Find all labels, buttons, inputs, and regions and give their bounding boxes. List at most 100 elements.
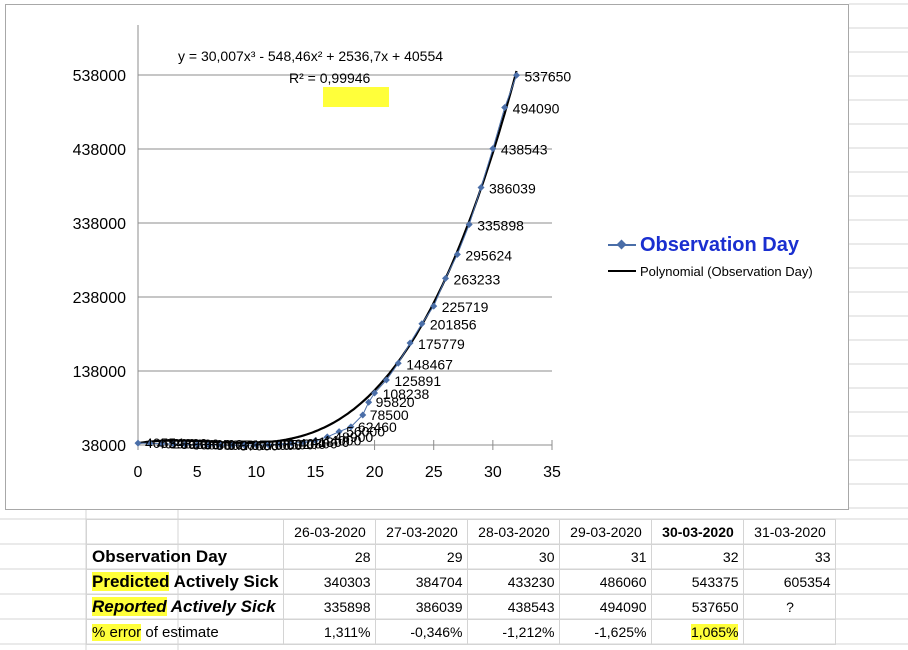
data-label: 40554 bbox=[145, 435, 184, 451]
data-label: 38500 bbox=[275, 437, 314, 453]
legend-entry-polynomial: Polynomial (Observation Day) bbox=[608, 259, 813, 283]
table-cell[interactable]: 537650 bbox=[651, 594, 745, 620]
data-point bbox=[276, 440, 284, 448]
data-point bbox=[382, 376, 390, 384]
x-tick-label: 10 bbox=[247, 464, 265, 481]
data-point bbox=[394, 359, 402, 367]
row-label-predicted[interactable]: Predicted Actively Sick bbox=[85, 569, 285, 595]
table-cell[interactable]: -0,346% bbox=[375, 619, 469, 645]
table-header-row: 26-03-2020 27-03-2020 28-03-2020 29-03-2… bbox=[85, 519, 837, 545]
data-point bbox=[406, 339, 414, 347]
table-cell[interactable]: 335898 bbox=[283, 594, 377, 620]
table-cell[interactable]: 31 bbox=[559, 544, 653, 570]
date-cell[interactable]: 29-03-2020 bbox=[559, 519, 653, 545]
data-label: 386039 bbox=[489, 180, 536, 196]
data-label: 148467 bbox=[406, 356, 453, 372]
data-label: 56000 bbox=[346, 424, 385, 440]
chart-legend: Observation Day Polynomial (Observation … bbox=[608, 233, 813, 283]
table-cell[interactable]: 29 bbox=[375, 544, 469, 570]
table-cell[interactable]: -1,625% bbox=[559, 619, 653, 645]
table-cell[interactable]: 494090 bbox=[559, 594, 653, 620]
table-cell[interactable]: 433230 bbox=[467, 569, 561, 595]
data-label: 40200 bbox=[157, 435, 196, 451]
series-line bbox=[137, 75, 517, 446]
date-cell[interactable]: 26-03-2020 bbox=[283, 519, 377, 545]
data-point bbox=[205, 441, 213, 449]
data-label: 38000 bbox=[263, 437, 302, 453]
data-label: 37700 bbox=[251, 437, 290, 453]
r-squared-label: R² = 0,99946 bbox=[289, 70, 371, 86]
table-row-error: % error of estimate 1,311% -0,346% -1,21… bbox=[85, 619, 837, 645]
x-tick-label: 5 bbox=[193, 464, 202, 481]
data-point bbox=[442, 274, 450, 282]
data-point bbox=[311, 437, 319, 445]
data-label: 335898 bbox=[477, 218, 524, 234]
data-label: 44000 bbox=[322, 433, 361, 449]
table-row-reported: Reported Actively Sick 335898 386039 438… bbox=[85, 594, 837, 620]
data-label: 175779 bbox=[418, 336, 465, 352]
chart-area[interactable]: 38000 138000 238000 338000 438000 538000 0 5 10 1… bbox=[5, 4, 849, 510]
data-point bbox=[513, 71, 521, 79]
x-tick-label: 20 bbox=[366, 464, 384, 481]
data-point bbox=[477, 183, 485, 191]
data-point bbox=[371, 389, 379, 397]
data-point bbox=[181, 440, 189, 448]
data-label: 38000 bbox=[216, 437, 255, 453]
table-cell[interactable] bbox=[743, 619, 837, 645]
row-label-observation-day[interactable]: Observation Day bbox=[85, 544, 285, 570]
data-point bbox=[347, 423, 355, 431]
y-tick-label: 38000 bbox=[82, 438, 127, 455]
row-label-error[interactable]: % error of estimate bbox=[85, 619, 285, 645]
data-point bbox=[465, 221, 473, 229]
label-rest: of estimate bbox=[141, 623, 219, 641]
data-label: 201856 bbox=[430, 317, 477, 333]
row-label-reported[interactable]: Reported Actively Sick bbox=[85, 594, 285, 620]
date-cell[interactable]: 31-03-2020 bbox=[743, 519, 837, 545]
legend-marker-swatch bbox=[608, 235, 636, 255]
trendline-equation: y = 30,007x³ - 548,46x² + 2536,7x + 4055… bbox=[178, 48, 443, 64]
data-point bbox=[430, 302, 438, 310]
table-cell[interactable]: 384704 bbox=[375, 569, 469, 595]
table-cell[interactable]: 386039 bbox=[375, 594, 469, 620]
data-label: 48900 bbox=[334, 429, 373, 445]
table-cell-unknown[interactable]: ? bbox=[743, 594, 837, 620]
data-label: 38400 bbox=[204, 437, 243, 453]
data-label: 225719 bbox=[442, 299, 489, 315]
legend-line-swatch bbox=[608, 261, 636, 281]
table-cell[interactable]: 33 bbox=[743, 544, 837, 570]
y-tick-label: 438000 bbox=[73, 142, 126, 159]
chart-plot: 38000 138000 238000 338000 438000 538000 0 5 10 1… bbox=[73, 25, 571, 481]
data-label: 263233 bbox=[454, 271, 501, 287]
polynomial-trendline bbox=[137, 70, 518, 445]
data-label: 108238 bbox=[383, 386, 430, 402]
x-tick-label: 0 bbox=[134, 464, 143, 481]
data-point bbox=[169, 440, 177, 448]
data-label: 295624 bbox=[465, 247, 512, 263]
date-cell-highlighted[interactable]: 30-03-2020 bbox=[651, 519, 745, 545]
table-cell[interactable]: -1,212% bbox=[467, 619, 561, 645]
table-corner-cell[interactable] bbox=[85, 519, 285, 545]
highlighted-word: % error bbox=[92, 623, 142, 641]
table-cell[interactable]: 30 bbox=[467, 544, 561, 570]
legend-label-trendline: Polynomial (Observation Day) bbox=[640, 263, 813, 279]
data-label: 39800 bbox=[169, 436, 208, 452]
table-cell[interactable]: 28 bbox=[283, 544, 377, 570]
data-point bbox=[300, 438, 308, 446]
y-tick-label: 138000 bbox=[73, 364, 126, 381]
table-cell[interactable]: 32 bbox=[651, 544, 745, 570]
highlighted-word: Predicted bbox=[92, 572, 170, 591]
table-cell[interactable]: 1,311% bbox=[283, 619, 377, 645]
date-cell[interactable]: 27-03-2020 bbox=[375, 519, 469, 545]
data-label: 41800 bbox=[311, 434, 350, 450]
table-cell[interactable]: 543375 bbox=[651, 569, 745, 595]
table-cell[interactable]: 438543 bbox=[467, 594, 561, 620]
data-label: 39300 bbox=[180, 436, 219, 452]
data-point bbox=[288, 439, 296, 447]
data-point bbox=[229, 441, 237, 449]
table-cell[interactable]: 340303 bbox=[283, 569, 377, 595]
table-cell[interactable]: 486060 bbox=[559, 569, 653, 595]
table-cell-highlighted[interactable]: 1,065% bbox=[651, 619, 745, 645]
data-point bbox=[501, 103, 509, 111]
table-cell[interactable]: 605354 bbox=[743, 569, 837, 595]
date-cell[interactable]: 28-03-2020 bbox=[467, 519, 561, 545]
